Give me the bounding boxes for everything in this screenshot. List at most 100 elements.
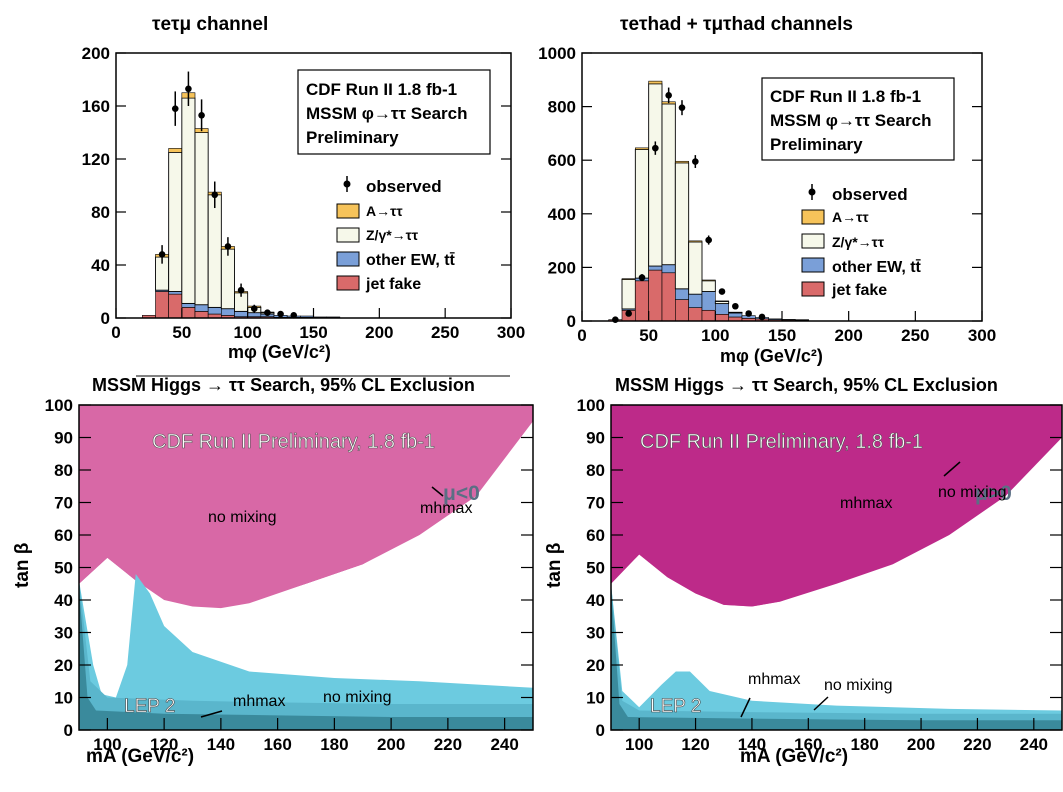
hist-right-bar-other-ew-tt--7 (701, 291, 716, 311)
hist-left-legend: observed A→ττ Z/γ*→ττ other EW, tt̄ jet … (336, 176, 456, 293)
hist-left-xtick-label-3: 150 (299, 323, 327, 342)
excl-right-xtick-label-6: 220 (963, 735, 991, 754)
hist-left-title: τeτμ channel (152, 14, 268, 35)
hist-left-obs-point-3 (198, 111, 205, 119)
legend-ztautau-swatch (336, 227, 360, 243)
hist-right-xtick-label-4: 200 (834, 326, 862, 345)
hist-right-legend-observed: observed (832, 185, 908, 204)
excl-right-ytick-label-5: 50 (586, 559, 605, 578)
hist-left-ytick-label-4: 160 (82, 97, 110, 116)
hist-left-bar-other-ew-tt--3 (181, 303, 196, 308)
hist-right-xtick-label-3: 150 (768, 326, 796, 345)
excl-left-xtick-label-0: 100 (93, 735, 121, 754)
hist-left-bar-other-ew-tt--12 (300, 315, 314, 318)
excl-right-xtick-label-7: 240 (1020, 735, 1048, 754)
hist-right-bar-a--7 (701, 279, 716, 282)
hist-right-obs-point-4 (665, 92, 672, 99)
hist-right-bar-other-ew-tt--9 (728, 312, 743, 318)
hist-left-bar-jet-fake-3 (181, 307, 196, 319)
hist-right-bar-other-ew-tt--14 (795, 319, 809, 321)
hist-left-bar-z--6 (220, 248, 235, 310)
legend-observed-dot (343, 180, 351, 188)
hist-left-info-1: CDF Run II 1.8 fb-1 (306, 80, 457, 99)
excl-left-ylabel: tan β (12, 543, 33, 588)
excl-left-xtick-label-6: 220 (434, 735, 462, 754)
hist-right-obs-point-6 (692, 158, 699, 165)
hist-left-obs-point-6 (237, 286, 245, 294)
excl-left-label-mhmax-low: mhmax (233, 693, 285, 710)
hist-right-info-3: Preliminary (770, 135, 863, 154)
hist-left-observed (158, 71, 298, 319)
hist-right-legend-ew: other EW, tt̄ (832, 258, 922, 276)
hist-right-bar-z--4 (661, 103, 676, 266)
hist-left-ytick-label-3: 120 (82, 150, 110, 169)
hist-left-obs-point-2 (185, 85, 192, 93)
hist-left-xtick-label-1: 50 (172, 323, 191, 342)
hist-right-xtick-label-0: 0 (577, 326, 586, 345)
excl-right-label-mhmax-low: mhmax (748, 671, 800, 688)
hist-right-bar-jet-fake-2 (635, 280, 649, 322)
hist-left-bar-jet-fake-4 (194, 311, 209, 319)
hist-left-legend-ew: other EW, tt̄ (366, 251, 456, 269)
excl-left-xtick-label-7: 240 (490, 735, 518, 754)
hist-right-info-2: MSSM φ→ττ Search (770, 111, 931, 130)
hist-right-bar-z--7 (701, 280, 716, 292)
hist-right-legend: observed A→ττ Z/γ*→ττ other EW, tt̄ jet … (801, 184, 922, 299)
excl-left-xtick-label-2: 140 (207, 735, 235, 754)
excl-left-ytick-label-9: 90 (54, 429, 73, 448)
excl-right-xtick-label-0: 100 (625, 735, 653, 754)
hist-left-obs-point-4 (211, 191, 219, 199)
excl-left-ytick-label-4: 40 (54, 591, 73, 610)
excl-left-ytick-label-0: 0 (64, 721, 73, 740)
excl-right-arrow-2 (740, 697, 751, 718)
legend-observed-dot (808, 188, 816, 196)
excl-right-mu: μ>0 (975, 482, 1012, 505)
hist-left-bar-jet-fake-2 (168, 293, 183, 319)
hist-left-bar-z--2 (168, 151, 183, 292)
hist-right-obs-point-8 (718, 288, 726, 295)
hist-right-axes: 0 200 400 600 800 1000 0 50 100 150 200 250 300 (538, 44, 996, 345)
hist-left-panel: τeτμ channel 0 40 80 120 160 200 0 50 100 150 200 2… (82, 14, 526, 362)
excl-left-ytick-label-1: 10 (54, 689, 73, 708)
hist-left-ytick-label-1: 40 (91, 256, 110, 275)
excl-right-ytick-label-9: 90 (586, 429, 605, 448)
hist-right-xtick-label-5: 250 (901, 326, 929, 345)
excl-right-ytick-label-0: 0 (596, 721, 605, 740)
excl-right-arrow-1 (943, 461, 961, 477)
excl-left-xtick-label-4: 180 (320, 735, 348, 754)
hist-right-obs-point-5 (678, 104, 686, 111)
hist-left-bar-jet-fake-1 (155, 291, 169, 319)
hist-left-xtick-label-2: 100 (233, 323, 261, 342)
hist-right-infobox (761, 77, 955, 161)
hist-right-bar-z--6 (688, 241, 703, 295)
excl-right-label-mhmax-high: mhmax (840, 495, 892, 512)
hist-right-bar-other-ew-tt--4 (661, 264, 676, 274)
hist-right-ytick-label-2: 400 (548, 205, 576, 224)
hist-right-bar-jet-fake-5 (675, 299, 689, 322)
hist-right-xtick-label-1: 50 (639, 326, 658, 345)
hist-right-bar-z--8 (714, 300, 730, 305)
excl-right-ytick-label-4: 40 (586, 591, 605, 610)
hist-left-infobox (297, 69, 491, 155)
excl-left-title: MSSM Higgs → ττ Search, 95% CL Exclusion (92, 375, 475, 395)
hist-left-xtick-label-5: 250 (431, 323, 459, 342)
hist-right-bar-other-ew-tt--8 (715, 303, 729, 315)
excl-right-xtick-label-3: 160 (794, 735, 822, 754)
excl-left-ytick-label-7: 70 (54, 494, 73, 513)
excl-right-ytick-label-2: 20 (586, 656, 605, 675)
excl-right-region-mhmax (611, 405, 1062, 607)
legend-signal-swatch (801, 209, 825, 225)
excl-left-xlabel: mA (GeV/c²) (86, 746, 194, 767)
excl-right-xtick-label-2: 140 (738, 735, 766, 754)
hist-right-ytick-label-1: 200 (548, 258, 576, 277)
hist-left-legend-z: Z/γ*→ττ (366, 227, 419, 243)
excl-left-label-mhmax-high: mhmax (420, 500, 472, 517)
hist-left-legend-observed: observed (366, 177, 442, 196)
hist-left-legend-signal: A→ττ (366, 203, 403, 219)
hist-right-bar-other-ew-tt--5 (675, 288, 689, 300)
hist-right-obs-point-11 (758, 313, 766, 321)
excl-left-ytick-label-10: 100 (45, 396, 73, 415)
hist-left-legend-jet: jet fake (365, 276, 421, 293)
excl-left-banner: CDF Run II Preliminary, 1.8 fb-1 (152, 431, 435, 453)
